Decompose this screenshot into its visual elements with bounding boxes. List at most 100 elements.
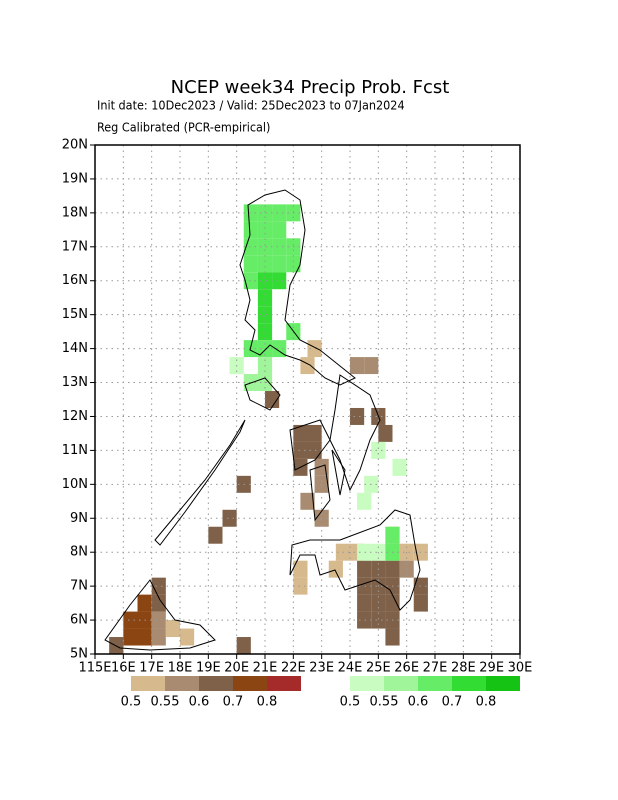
x-tick-label: 20E [224,661,249,676]
x-tick-label: 27E [423,661,448,676]
coastlines [104,189,421,651]
grid-cell [357,577,372,595]
y-tick-label: 12N [62,409,88,424]
y-tick-label: 14N [62,341,88,356]
x-tick-label: 17E [139,661,164,676]
y-tick-label: 6N [70,613,88,628]
grid-cell [151,628,166,646]
colorbar-swatch [131,676,165,691]
y-tick-label: 16N [62,273,88,288]
subtitle: Init date: 10Dec2023 / Valid: 25Dec2023 … [97,98,405,113]
grid-cell [385,526,400,544]
grid-cell [243,255,258,273]
y-tick-label: 9N [70,511,88,526]
grid-cell [293,424,308,442]
grid-cell [328,560,343,578]
y-tick-label: 17N [62,239,88,254]
grid-cell [243,221,258,239]
coastline [239,189,356,386]
x-tick-label: 26E [394,661,419,676]
grid-cell [385,560,400,578]
grid-cell [257,238,273,256]
colorbar-swatch [165,676,199,691]
x-tick-label: 30E [508,661,533,676]
grid-cell [357,594,372,612]
grid-cell [413,594,428,612]
colorbar-label: 0.7 [442,695,463,710]
grid-cell [243,272,258,290]
y-tick-label: 11N [62,443,88,458]
grid-cell [272,221,287,239]
coastline [244,377,281,411]
y-tick-label: 20N [62,138,88,153]
colorbar-label: 0.7 [223,695,244,710]
colorbar-label: 0.8 [257,695,278,710]
grid-cell [371,441,386,459]
grid-cell [286,255,301,273]
colorbar-label: 0.55 [151,695,180,710]
colorbar-swatch [267,676,301,691]
grid-cell [272,255,287,273]
colorbar-swatch [418,676,452,691]
grid-cell [378,424,393,442]
grid-cell [222,509,237,527]
grid-cell [243,204,258,222]
x-tick-label: 29E [479,661,504,676]
y-tick-label: 15N [62,307,88,322]
grid-cell [357,492,372,510]
x-tick-label: 115E [78,661,111,676]
y-tick-label: 7N [70,579,88,594]
grid-cell [307,424,322,442]
x-tick-label: 25E [366,661,391,676]
grid-cell [180,628,195,646]
colorbar-swatch [199,676,233,691]
grid-cell [236,637,251,654]
plot-frame [94,144,521,655]
grid-cell [272,340,287,358]
grid-cell [300,357,315,375]
grid-cell [350,407,365,425]
y-tick-label: 8N [70,545,88,560]
grid-cell [165,620,180,638]
grid-cell [293,577,308,595]
grid-cell [137,594,152,612]
chart-title: NCEP week34 Precip Prob. Fcst [171,77,450,98]
x-tick-label: 24E [338,661,363,676]
grid-cell [272,272,287,290]
coastline [329,374,381,492]
x-tick-label: 28E [451,661,476,676]
x-tick-label: 21E [253,661,278,676]
coastline [104,579,216,651]
grid-cell [257,255,273,273]
note: Reg Calibrated (PCR-empirical) [97,120,270,135]
grid-cell [357,560,372,578]
x-tick-label: 22E [281,661,306,676]
grid-cell [371,594,386,612]
y-tick-label: 13N [62,375,88,390]
x-tick-label: 16E [111,661,136,676]
colorbar-swatch [233,676,267,691]
grid-cell [293,560,308,578]
grid-cell [357,611,372,629]
grid-cell [307,441,322,459]
grid-cell [151,611,166,629]
colorbar-label: 0.55 [370,695,399,710]
grid-cell [151,577,166,595]
grid-cell [137,628,152,646]
grid-cell [385,594,400,612]
grid-cell [272,204,287,222]
coastline [309,449,346,522]
grid-cell [257,221,273,239]
colorbars: 0.5 0.55 0.6 0.7 0.8 0.5 0.55 0.6 0.7 0.8 [121,676,520,710]
coastline [154,419,246,546]
grid-cell [272,238,287,256]
grid-cell [257,289,273,307]
grid-cell [257,306,273,324]
grid-cell [371,611,386,629]
colorbar-swatch [486,676,520,691]
grid-cell [151,594,166,612]
colorbar-label: 0.8 [476,695,497,710]
grid-cell [392,458,407,476]
